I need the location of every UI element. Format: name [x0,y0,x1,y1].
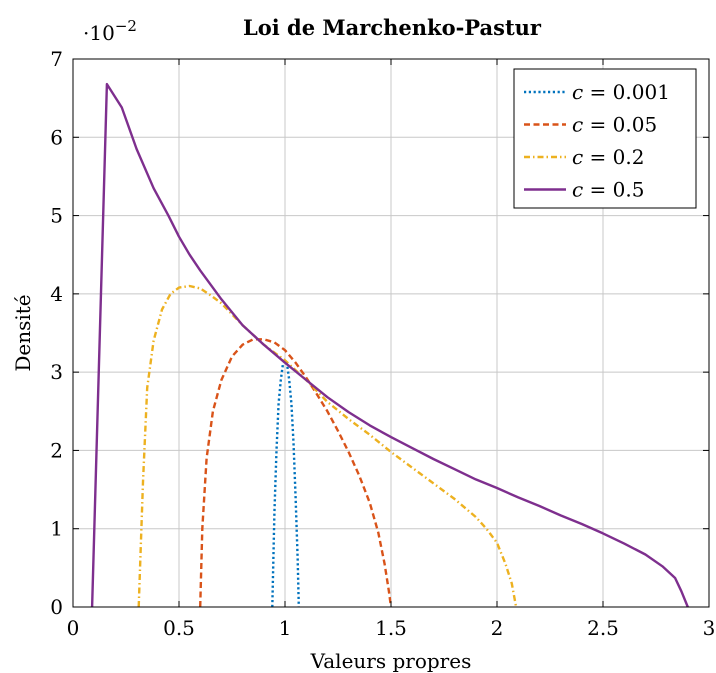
y-tick-label: 3 [50,360,63,384]
x-tick-label: 1 [279,616,292,640]
x-tick-label: 3 [703,616,716,640]
y-tick-label: 2 [50,438,63,462]
x-tick-label: 1.5 [375,616,407,640]
series-line-c-0-2 [137,284,518,608]
legend-label: c = 0.5 [572,178,644,202]
legend-label: c = 0.05 [572,113,657,137]
legend: c = 0.001 c = 0.05 c = 0.2 c = 0.5 [513,68,697,209]
plot-area [90,82,689,608]
y-tick-label: 5 [50,204,63,228]
legend-label: c = 0.2 [572,145,644,169]
x-axis-label: Valeurs propres [310,649,472,673]
y-tick-label: 7 [50,47,63,71]
y-axis-multiplier: ·10−2 [83,17,137,45]
series-line-c-0-05 [199,338,393,608]
series-line-c-0-001 [271,359,300,608]
x-tick-label: 0.5 [163,616,195,640]
x-tick-label: 2.5 [587,616,619,640]
x-tick-label: 0 [67,616,80,640]
chart-title: Loi de Marchenko-Pastur [243,15,542,40]
y-tick-label: 0 [50,595,63,619]
y-axis-label: Densité [11,294,35,371]
y-tick-label: 1 [50,517,63,541]
axis-ticks: 0 0.5 1 1.5 2 2.5 3 0 1 2 3 4 5 6 7 [50,47,715,640]
series-line-c-0-5 [90,82,689,608]
y-tick-label: 4 [50,282,63,306]
x-tick-label: 2 [491,616,504,640]
y-tick-label: 6 [50,125,63,149]
legend-label: c = 0.001 [572,80,670,104]
